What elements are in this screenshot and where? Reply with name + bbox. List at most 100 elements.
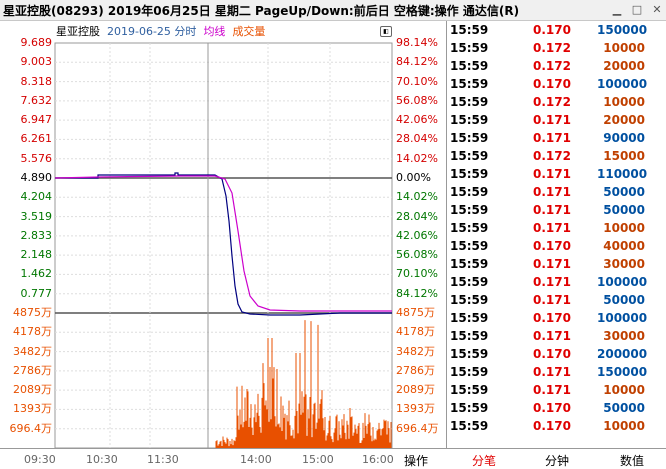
tick-price: 0.171	[533, 275, 571, 289]
tick-time: 15:59	[450, 401, 489, 415]
time-axis-label: 15:00	[302, 453, 334, 466]
tick-row[interactable]: 15:59 0.170 100000	[447, 309, 666, 327]
tick-row[interactable]: 15:59 0.171 50000	[447, 291, 666, 309]
price-axis-label: 9.689	[20, 36, 53, 49]
close-icon[interactable]: ✕	[652, 3, 662, 16]
tick-time: 15:59	[450, 59, 489, 73]
volume-axis-label: 4178万	[13, 325, 52, 339]
intraday-chart[interactable]: 星亚控股 2019-06-25 分时 均线 成交量 ◧ 9.689 9.003 8.…	[0, 21, 446, 466]
tick-row[interactable]: 15:59 0.171 150000	[447, 363, 666, 381]
chart-header: 星亚控股 2019-06-25 分时 均线 成交量	[56, 23, 265, 39]
avg-line-legend: 均线	[203, 25, 226, 38]
chart-canvas[interactable]	[0, 21, 446, 448]
tick-price: 0.170	[533, 419, 571, 433]
price-axis-label: 4.890	[20, 171, 53, 184]
title-bar: 星亚控股(08293) 2019年06月25日 星期二 PageUp/Down:…	[0, 0, 666, 21]
price-line	[55, 172, 392, 316]
tick-price: 0.171	[533, 293, 571, 307]
tick-price: 0.170	[533, 311, 571, 325]
tick-row[interactable]: 15:59 0.171 50000	[447, 183, 666, 201]
price-axis-label: 5.576	[20, 151, 53, 165]
tick-price: 0.172	[533, 149, 571, 163]
tick-volume: 10000	[603, 419, 645, 433]
time-axis-label: 16:00	[362, 453, 394, 466]
tick-row[interactable]: 15:59 0.171 20000	[447, 111, 666, 129]
tick-row[interactable]: 15:59 0.171 30000	[447, 255, 666, 273]
tick-volume: 150000	[597, 23, 648, 37]
tick-time: 15:59	[450, 95, 489, 109]
price-axis-label: 3.519	[20, 209, 53, 223]
tick-row[interactable]: 15:59 0.172 20000	[447, 57, 666, 75]
price-axis-label: 7.632	[20, 93, 53, 107]
minimize-icon[interactable]: ▁	[612, 3, 622, 16]
pct-axis-label: 42.06%	[396, 113, 438, 127]
volume-axis-label: 1393万	[13, 402, 52, 416]
tick-row[interactable]: 15:59 0.171 10000	[447, 219, 666, 237]
tick-row[interactable]: 15:59 0.172 15000	[447, 147, 666, 165]
volume-axis-label-right: 696.4万	[396, 421, 439, 435]
pct-axis-label: 56.08%	[396, 248, 438, 262]
tick-row[interactable]: 15:59 0.170 150000	[447, 21, 666, 39]
volume-axis-label-right: 2089万	[396, 383, 435, 397]
volume-legend: 成交量	[232, 25, 266, 38]
tick-time: 15:59	[450, 203, 489, 217]
tick-price: 0.171	[533, 113, 571, 127]
tick-row[interactable]: 15:59 0.172 10000	[447, 93, 666, 111]
pct-axis-label: 98.14%	[396, 36, 438, 49]
tick-volume: 30000	[603, 257, 645, 271]
tick-price: 0.170	[533, 347, 571, 361]
tick-volume: 30000	[603, 329, 645, 343]
price-axis-label: 6.947	[20, 113, 53, 127]
tick-row[interactable]: 15:59 0.170 40000	[447, 237, 666, 255]
stock-name: 星亚控股	[56, 25, 100, 38]
tick-row[interactable]: 15:59 0.171 90000	[447, 129, 666, 147]
tick-row[interactable]: 15:59 0.170 50000	[447, 399, 666, 417]
tick-time: 15:59	[450, 221, 489, 235]
tick-row[interactable]: 15:59 0.170 10000	[447, 417, 666, 435]
tick-time: 15:59	[450, 77, 489, 91]
tick-row[interactable]: 15:59 0.171 10000	[447, 381, 666, 399]
price-axis-label: 1.462	[20, 267, 53, 281]
time-axis-label: 11:30	[147, 453, 179, 466]
tick-time: 15:59	[450, 257, 489, 271]
price-axis-label: 9.003	[20, 55, 53, 69]
price-axis-label: 0.777	[20, 286, 53, 300]
volume-axis-label: 696.4万	[9, 421, 53, 435]
tick-volume: 10000	[603, 95, 645, 109]
tick-volume: 50000	[603, 401, 645, 415]
panel-toggle-icon[interactable]: ◧	[380, 26, 392, 37]
maximize-icon[interactable]: □	[631, 3, 643, 16]
price-axis-label: 4.204	[20, 190, 53, 204]
price-axis-label: 2.833	[20, 228, 53, 242]
tab-分钟[interactable]: 分钟	[545, 454, 570, 468]
time-axis-label: 10:30	[86, 453, 118, 466]
tick-list[interactable]: 15:59 0.170 150000 15:59 0.172 10000 15:59 0.17…	[446, 21, 666, 448]
price-axis-label: 8.318	[20, 74, 53, 88]
pct-axis-label: 14.02%	[396, 151, 438, 165]
tab-操作[interactable]: 操作	[404, 454, 429, 468]
tick-price: 0.171	[533, 329, 571, 343]
tick-price: 0.171	[533, 257, 571, 271]
pct-axis-label: 0.00%	[396, 171, 431, 184]
tick-price: 0.170	[533, 23, 571, 37]
tab-数值[interactable]: 数值	[620, 454, 645, 468]
tick-price: 0.171	[533, 185, 571, 199]
tick-row[interactable]: 15:59 0.170 100000	[447, 75, 666, 93]
pct-axis-label: 70.10%	[396, 267, 438, 281]
tick-price: 0.171	[533, 365, 571, 379]
tick-row[interactable]: 15:59 0.170 200000	[447, 345, 666, 363]
pct-axis-label: 42.06%	[396, 228, 438, 242]
tab-分笔[interactable]: 分笔	[472, 454, 497, 468]
tick-row[interactable]: 15:59 0.171 100000	[447, 273, 666, 291]
tick-time: 15:59	[450, 293, 489, 307]
tick-row[interactable]: 15:59 0.171 30000	[447, 327, 666, 345]
tick-row[interactable]: 15:59 0.171 50000	[447, 201, 666, 219]
tick-volume: 100000	[597, 311, 648, 325]
tick-price: 0.170	[533, 77, 571, 91]
chart-frame	[54, 42, 393, 448]
tick-volume: 10000	[603, 221, 645, 235]
tick-row[interactable]: 15:59 0.172 10000	[447, 39, 666, 57]
tick-volume: 90000	[603, 131, 645, 145]
volume-axis-label-right: 3482万	[396, 344, 435, 358]
tick-row[interactable]: 15:59 0.171 110000	[447, 165, 666, 183]
